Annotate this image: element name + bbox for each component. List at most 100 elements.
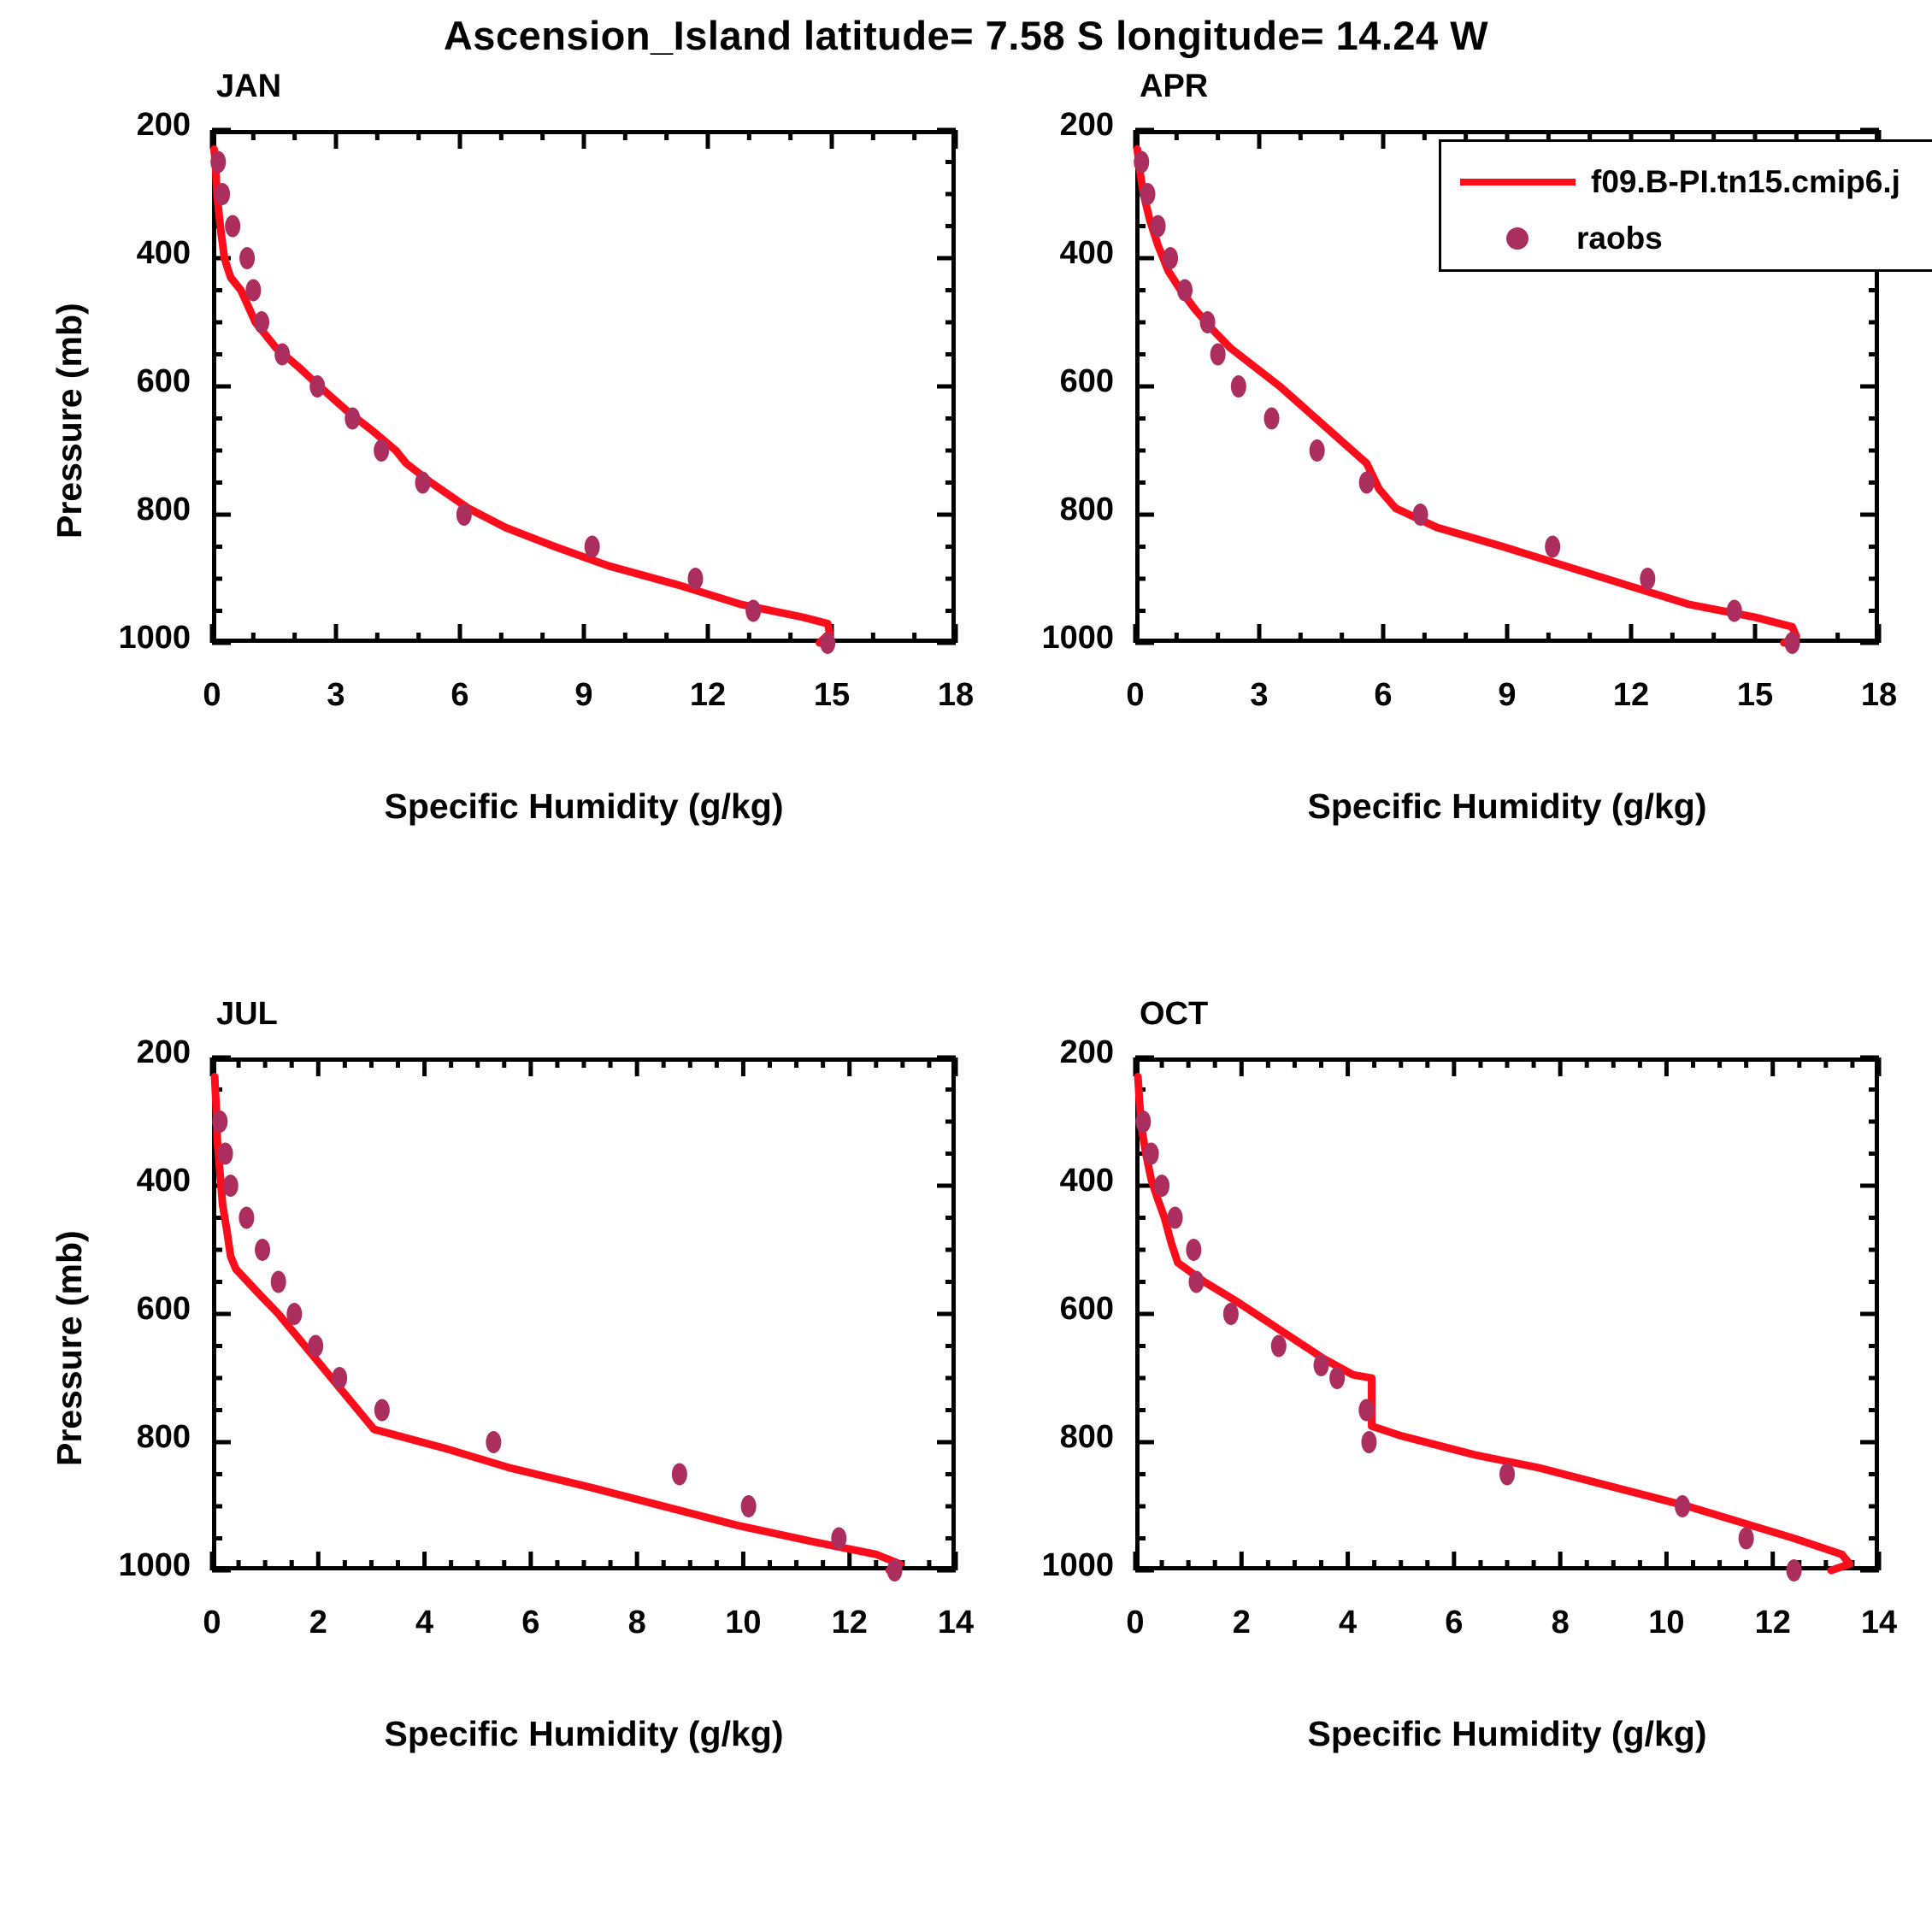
xtick-label: 6 [451, 677, 469, 713]
series-marker-raobs [1140, 183, 1156, 205]
legend-label-model: f09.B-PI.tn15.cmip6.j [1591, 164, 1900, 199]
series-marker-raobs [345, 407, 361, 430]
ytick-label: 200 [1059, 107, 1114, 143]
series-marker-raobs [255, 1239, 271, 1261]
plot-area-apr [1133, 127, 1882, 654]
xtick-label: 0 [1126, 1605, 1145, 1640]
series-marker-raobs [1313, 1354, 1329, 1376]
ytick-label: 200 [136, 1034, 191, 1070]
series-marker-raobs [1230, 375, 1246, 398]
xtick-label: 14 [937, 1605, 975, 1640]
series-marker-raobs [239, 247, 256, 269]
series-line-model [1133, 145, 1800, 647]
series-marker-raobs [374, 1399, 390, 1422]
plot-svg-apr [1133, 127, 1882, 654]
ytick-label: 800 [136, 1419, 191, 1455]
series-line-model [210, 1073, 904, 1575]
xaxis-title-jul: Specific Humidity (g/kg) [384, 1714, 784, 1753]
series-marker-raobs [671, 1463, 687, 1486]
series-marker-raobs [687, 568, 704, 590]
series-marker-raobs [1358, 471, 1375, 494]
xtick-label: 3 [1250, 677, 1269, 713]
series-marker-raobs [1726, 599, 1742, 622]
series-line-model [1134, 1073, 1854, 1575]
series-marker-raobs [1143, 1142, 1159, 1165]
series-marker-raobs [740, 1495, 757, 1517]
xtick-label: 18 [937, 677, 975, 713]
ytick-label: 600 [1059, 1291, 1114, 1327]
series-marker-raobs [1786, 1559, 1802, 1582]
ytick-label: 400 [136, 1163, 191, 1199]
series-marker-raobs [1135, 1110, 1152, 1133]
xtick-label: 0 [203, 677, 221, 713]
series-marker-raobs [254, 311, 269, 333]
series-marker-raobs [225, 215, 241, 238]
series-marker-raobs [456, 504, 472, 526]
series-marker-raobs [332, 1367, 348, 1389]
series-marker-raobs [215, 183, 231, 205]
series-marker-raobs [1199, 311, 1216, 333]
series-marker-raobs [820, 632, 836, 654]
series-marker-raobs [1412, 504, 1428, 526]
xtick-label: 3 [327, 677, 345, 713]
legend-dot-swatch [1506, 227, 1529, 250]
series-marker-raobs [1167, 1206, 1183, 1229]
series-marker-raobs [1150, 215, 1166, 238]
xtick-label: 4 [1338, 1605, 1358, 1640]
xaxis-title-oct: Specific Humidity (g/kg) [1307, 1714, 1707, 1753]
xtick-label: 4 [415, 1605, 434, 1640]
xtick-label: 8 [1551, 1605, 1570, 1640]
series-marker-raobs [1163, 247, 1179, 269]
legend-line-swatch [1460, 179, 1576, 186]
panel-jul-label: JUL [216, 996, 278, 1032]
series-marker-raobs [1186, 1239, 1202, 1261]
xtick-label: 12 [1754, 1605, 1791, 1640]
ytick-label: 1000 [118, 620, 191, 656]
series-marker-raobs [1222, 1303, 1239, 1325]
series-marker-raobs [1188, 1270, 1205, 1293]
series-marker-raobs [745, 599, 762, 622]
xtick-label: 6 [1445, 1605, 1464, 1640]
series-marker-raobs [1675, 1495, 1691, 1517]
figure-title: Ascension_Island latitude= 7.58 S longit… [443, 13, 1489, 58]
series-marker-raobs [1270, 1334, 1287, 1358]
series-marker-raobs [1358, 1399, 1375, 1422]
plot-svg-jul [209, 1055, 958, 1582]
xtick-label: 6 [521, 1605, 540, 1640]
ytick-label: 200 [1059, 1034, 1114, 1070]
xtick-label: 0 [203, 1605, 221, 1640]
ytick-label: 800 [1059, 492, 1114, 527]
xtick-label: 15 [813, 677, 851, 713]
series-marker-raobs [1154, 1175, 1170, 1197]
ytick-label: 600 [136, 363, 191, 399]
series-marker-raobs [1309, 439, 1325, 462]
series-marker-raobs [831, 1527, 847, 1550]
panel-jan-label: JAN [216, 68, 282, 104]
series-marker-raobs [308, 1334, 324, 1358]
ytick-label: 1000 [1041, 620, 1114, 656]
xtick-label: 15 [1736, 677, 1774, 713]
series-marker-raobs [486, 1431, 502, 1453]
plot-svg-jan [209, 127, 958, 654]
panel-jan: JAN Pressure (mb) Specific Humidity (g/k… [0, 68, 974, 966]
legend-label-raobs: raobs [1576, 221, 1663, 256]
series-marker-raobs [212, 1110, 228, 1133]
plot-area-jan [209, 127, 958, 654]
series-marker-raobs [309, 375, 326, 398]
series-marker-raobs [886, 1559, 903, 1582]
panel-apr-label: APR [1140, 68, 1209, 104]
panel-oct: OCT Specific Humidity (g/kg) 200 400 600 80… [966, 996, 1932, 1932]
xtick-label: 12 [689, 677, 727, 713]
ytick-label: 1000 [1041, 1547, 1114, 1583]
series-marker-raobs [210, 150, 227, 174]
series-marker-raobs [584, 535, 600, 558]
xtick-label: 8 [627, 1605, 646, 1640]
ytick-label: 400 [1059, 235, 1114, 271]
xtick-label: 9 [1498, 677, 1517, 713]
ytick-label: 600 [1059, 363, 1114, 399]
ytick-label: 400 [136, 235, 191, 271]
panel-jul: JUL Pressure (mb) Specific Humidity (g/k… [0, 996, 974, 1932]
xtick-label: 2 [309, 1605, 327, 1640]
plot-area-oct [1133, 1055, 1882, 1582]
